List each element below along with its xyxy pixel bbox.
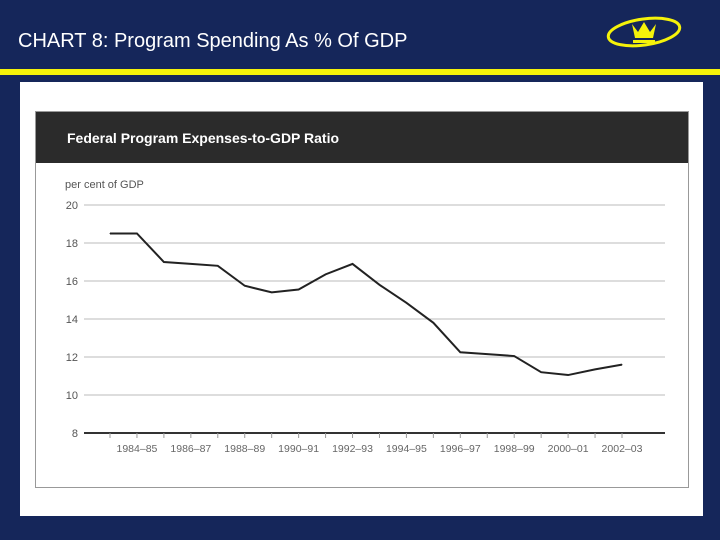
accent-bar: [0, 69, 720, 75]
crown-logo: [606, 16, 682, 48]
y-tick-label: 18: [66, 238, 78, 250]
data-point: [459, 351, 461, 353]
data-point: [405, 302, 407, 304]
chart-header: Federal Program Expenses-to-GDP Ratio: [36, 112, 688, 163]
data-point: [190, 263, 192, 265]
x-tick-label: 1994–95: [386, 443, 427, 455]
data-point: [163, 261, 165, 263]
data-point: [486, 353, 488, 355]
data-point: [621, 364, 623, 366]
series-line: [110, 232, 623, 377]
data-point: [352, 263, 354, 265]
data-point: [513, 355, 515, 357]
y-tick-label: 20: [66, 200, 78, 212]
chart-title: Federal Program Expenses-to-GDP Ratio: [67, 130, 340, 146]
y-tick-label: 8: [72, 428, 78, 440]
data-point: [298, 289, 300, 291]
data-point: [271, 291, 273, 293]
y-tick-label: 10: [66, 390, 78, 402]
y-tick-label: 16: [66, 276, 78, 288]
x-tick-label: 1986–87: [170, 443, 211, 455]
data-point: [432, 322, 434, 324]
y-tick-label: 14: [66, 314, 78, 326]
x-tick-label: 1996–97: [440, 443, 481, 455]
y-tick-label: 12: [66, 352, 78, 364]
data-point: [378, 284, 380, 286]
data-point: [109, 233, 111, 234]
y-axis-label: per cent of GDP: [65, 179, 144, 191]
data-point: [217, 265, 219, 267]
x-tick-label: 1998–99: [494, 443, 535, 455]
data-point: [244, 285, 246, 287]
x-tick-label: 2000–01: [548, 443, 589, 455]
data-point: [594, 368, 596, 370]
x-tick-label: 1984–85: [117, 443, 158, 455]
slide-title: CHART 8: Program Spending As % Of GDP: [18, 30, 408, 52]
data-point: [567, 374, 569, 376]
x-tick-label: 1988–89: [224, 443, 265, 455]
data-point: [325, 273, 327, 275]
data-point: [540, 371, 542, 373]
data-point: [136, 233, 138, 234]
chart-frame: Federal Program Expenses-to-GDP Ratio: [35, 111, 689, 488]
x-tick-label: 2002–03: [602, 443, 643, 455]
x-tick-label: 1992–93: [332, 443, 373, 455]
x-tick-label: 1990–91: [278, 443, 319, 455]
